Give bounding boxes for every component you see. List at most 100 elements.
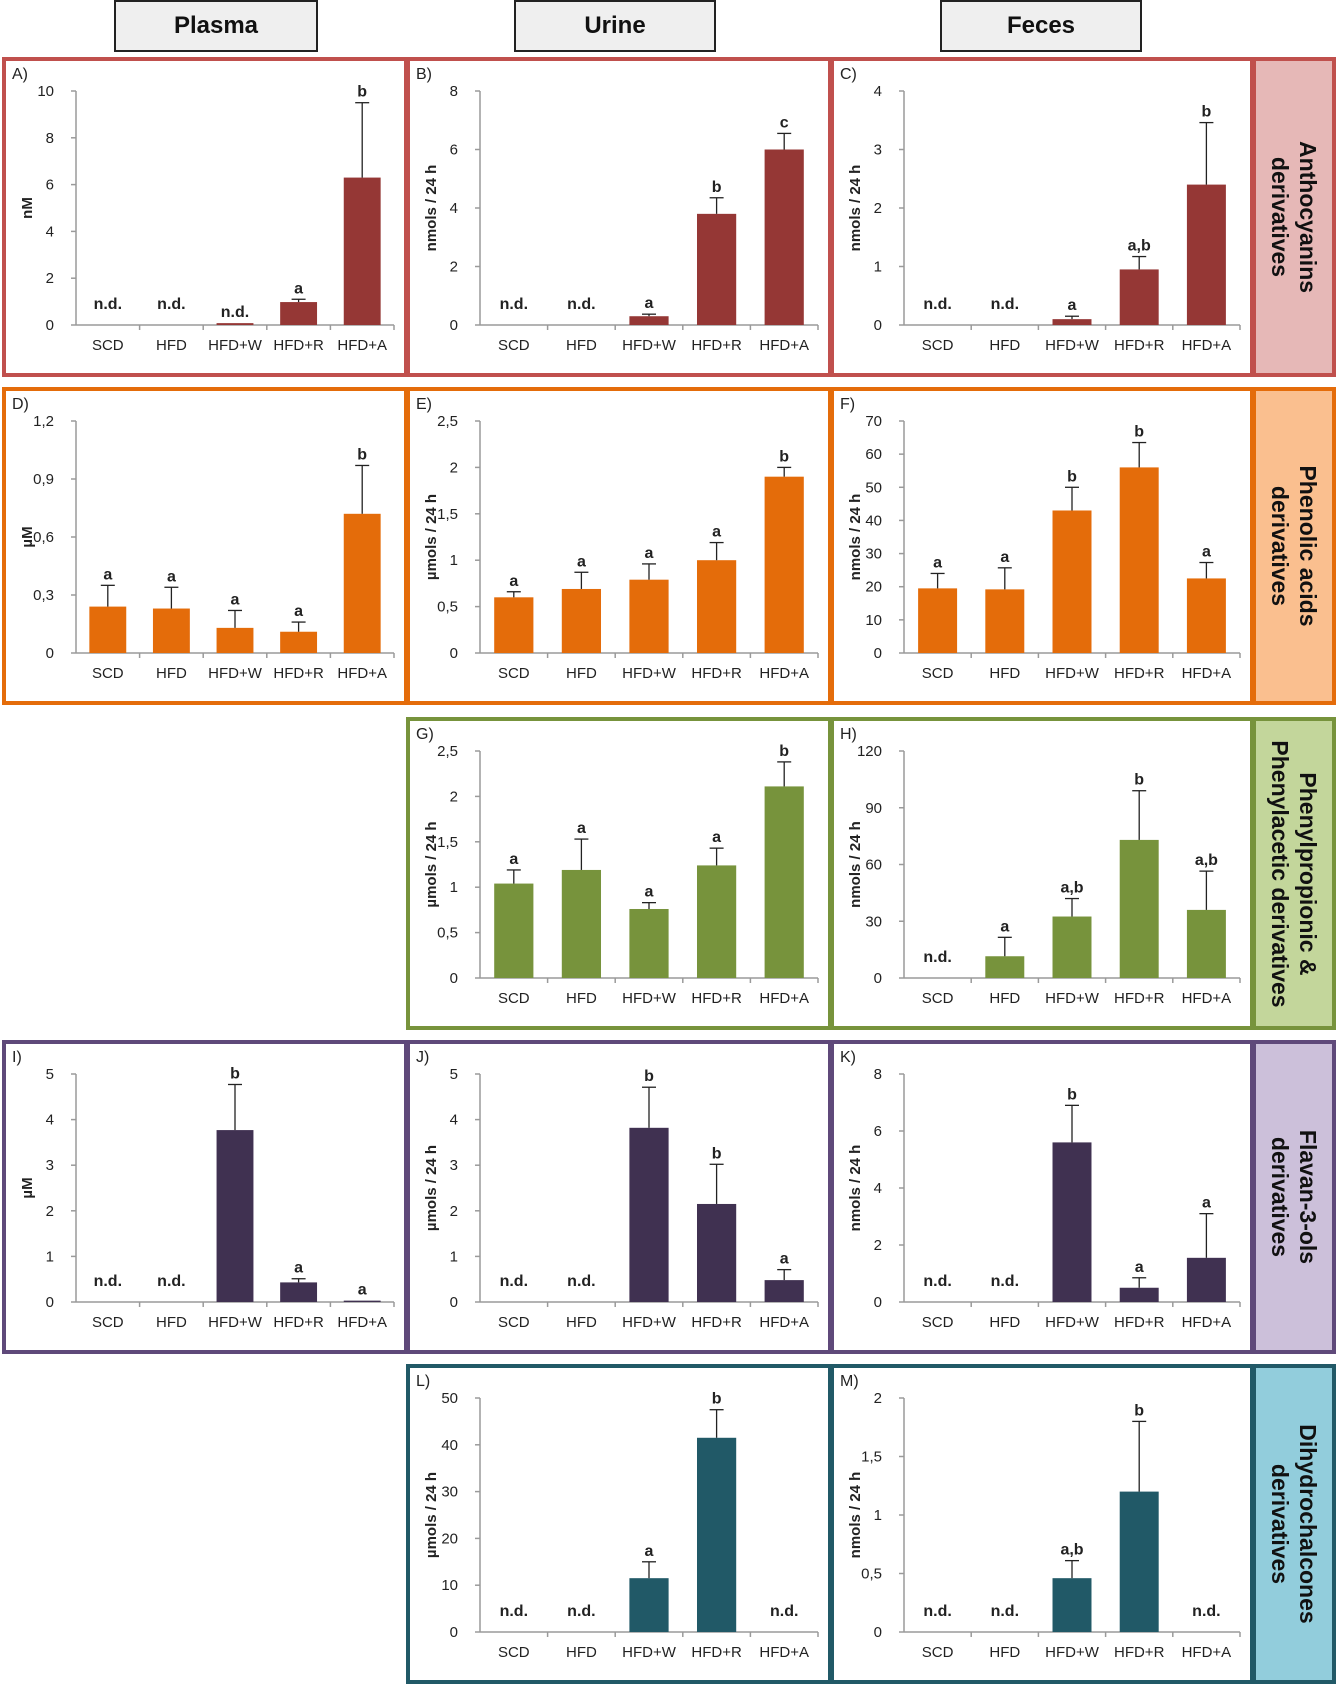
y-tick-label: 40 bbox=[441, 1437, 458, 1454]
x-tick-label: SCD bbox=[922, 665, 954, 682]
y-tick-label: 60 bbox=[865, 857, 882, 874]
significance-label: n.d. bbox=[500, 296, 528, 313]
y-axis-title: nmols / 24 h bbox=[847, 1145, 864, 1232]
x-tick-label: SCD bbox=[498, 1644, 530, 1661]
significance-label: n.d. bbox=[567, 296, 595, 313]
bar bbox=[1119, 839, 1159, 978]
x-tick-label: HFD+W bbox=[622, 1644, 677, 1661]
x-tick-label: SCD bbox=[498, 1314, 530, 1331]
significance-label: a bbox=[167, 568, 176, 585]
y-tick-label: 0 bbox=[450, 645, 458, 662]
y-tick-label: 0,5 bbox=[437, 599, 458, 616]
y-tick-label: 4 bbox=[46, 223, 54, 240]
row-label-line: derivatives bbox=[1267, 1463, 1293, 1585]
chart-i: I) 0 1 2 3 4 5 µM SCD n.d. HFD n.d. HFD+W b HFD+R a HFD+… bbox=[12, 1049, 395, 1331]
panel-label: K) bbox=[840, 1049, 856, 1066]
x-tick-label: HFD+A bbox=[1182, 665, 1232, 682]
x-tick-label: HFD+A bbox=[759, 1314, 809, 1331]
y-tick-label: 0 bbox=[450, 1294, 458, 1311]
bar bbox=[696, 1437, 737, 1632]
x-tick-label: HFD+R bbox=[1114, 1644, 1165, 1661]
y-tick-label: 1 bbox=[450, 552, 458, 569]
significance-label: a,b bbox=[1060, 880, 1083, 897]
significance-label: b bbox=[712, 1391, 722, 1408]
row-label-phenylpropionic: Phenylpropionic & Phenylacetic derivative… bbox=[1252, 717, 1336, 1030]
significance-label: n.d. bbox=[157, 1273, 185, 1290]
significance-label: a bbox=[294, 1260, 303, 1277]
x-tick-label: HFD bbox=[156, 337, 187, 354]
y-tick-label: 50 bbox=[441, 1390, 458, 1407]
x-tick-label: HFD+A bbox=[759, 1644, 809, 1661]
chart-e: E) 0 0,5 1 1,5 2 2,5 µmols / 24 h SCD a HFD a HFD+W a… bbox=[416, 396, 819, 682]
panel-c-feces-anthocyanins: C) 0 1 2 3 4 nmols / 24 h SCD n.d. HFD n.d. HFD+W a H… bbox=[830, 57, 1254, 377]
significance-label: a bbox=[1000, 549, 1009, 566]
column-header-plasma: Plasma bbox=[114, 0, 318, 52]
bar bbox=[1186, 909, 1226, 978]
y-axis-title: µmols / 24 h bbox=[423, 1145, 440, 1231]
x-tick-label: HFD bbox=[566, 1644, 597, 1661]
y-tick-label: 0 bbox=[46, 1294, 54, 1311]
bar bbox=[629, 316, 669, 325]
significance-label: b bbox=[1202, 104, 1212, 121]
x-tick-label: HFD+A bbox=[337, 665, 387, 682]
y-tick-label: 5 bbox=[450, 1066, 458, 1083]
x-tick-label: HFD+A bbox=[337, 337, 387, 354]
y-tick-label: 1 bbox=[46, 1248, 54, 1265]
significance-label: a,b bbox=[1195, 852, 1218, 869]
y-tick-label: 2,5 bbox=[437, 743, 458, 760]
panel-d-plasma-phenolic-acids: D) 0 0,3 0,6 0,9 1,2 µM SCD a HFD a HFD+W a HFD+R a HFD… bbox=[2, 387, 408, 705]
chart-f: F) 0 10 20 30 40 50 60 70 nmols / 24 h SCD a HFD a HFD… bbox=[840, 396, 1241, 682]
y-tick-label: 20 bbox=[441, 1530, 458, 1547]
panel-h-feces-phenylpropionic: H) 0 30 60 90 120 nmols / 24 h SCD n.d. HFD a HFD+W… bbox=[830, 717, 1254, 1030]
bar bbox=[561, 588, 602, 653]
x-tick-label: SCD bbox=[922, 990, 954, 1007]
panel-g-urine-phenylpropionic: G) 0 0,5 1 1,5 2 2,5 µmols / 24 h SCD a HFD a HFD+W a… bbox=[406, 717, 832, 1030]
y-tick-label: 6 bbox=[874, 1123, 882, 1140]
y-tick-label: 0 bbox=[46, 317, 54, 334]
bar bbox=[494, 883, 534, 978]
x-tick-label: HFD+R bbox=[273, 337, 324, 354]
column-header-urine: Urine bbox=[514, 0, 716, 52]
y-tick-label: 2,5 bbox=[437, 413, 458, 430]
bar bbox=[764, 1280, 804, 1302]
x-tick-label: HFD+W bbox=[622, 990, 677, 1007]
y-tick-label: 0 bbox=[874, 1294, 882, 1311]
bar bbox=[1119, 1491, 1159, 1632]
chart-k: K) 0 2 4 6 8 nmols / 24 h SCD n.d. HFD n.d. HFD+W b H… bbox=[840, 1049, 1241, 1331]
x-tick-label: SCD bbox=[922, 1644, 954, 1661]
significance-label: a bbox=[645, 884, 654, 901]
y-tick-label: 2 bbox=[874, 1390, 882, 1407]
y-tick-label: 1,2 bbox=[33, 413, 54, 430]
y-tick-label: 1,5 bbox=[437, 834, 458, 851]
y-axis-title: nmols / 24 h bbox=[847, 1472, 864, 1559]
bar bbox=[1052, 916, 1092, 978]
bar bbox=[696, 213, 737, 325]
y-tick-label: 40 bbox=[865, 512, 882, 529]
panel-j-urine-flavan-3-ols: J) 0 1 2 3 4 5 µmols / 24 h SCD n.d. HFD n.d. HFD+W b… bbox=[406, 1040, 832, 1354]
x-tick-label: HFD+R bbox=[273, 1314, 324, 1331]
x-tick-label: HFD bbox=[566, 665, 597, 682]
x-tick-label: HFD+R bbox=[1114, 665, 1165, 682]
y-axis-title: µM bbox=[19, 526, 36, 547]
y-axis-title: nmols / 24 h bbox=[847, 494, 864, 581]
row-label-flavan-3-ols: Flavan-3-ols derivatives bbox=[1252, 1040, 1336, 1354]
significance-label: a bbox=[712, 829, 721, 846]
significance-label: a bbox=[1202, 1195, 1211, 1212]
y-axis-title: µmols / 24 h bbox=[423, 1472, 440, 1558]
panel-label: E) bbox=[416, 396, 432, 413]
bar bbox=[1119, 1287, 1159, 1302]
x-tick-label: HFD+A bbox=[337, 1314, 387, 1331]
bar bbox=[764, 786, 804, 978]
bar bbox=[494, 597, 534, 653]
x-tick-label: HFD+A bbox=[1182, 337, 1232, 354]
significance-label: n.d. bbox=[923, 296, 951, 313]
significance-label: a bbox=[577, 553, 586, 570]
y-tick-label: 30 bbox=[865, 546, 882, 563]
bar bbox=[696, 560, 737, 653]
significance-label: b bbox=[1067, 468, 1077, 485]
row-label-line: derivatives bbox=[1267, 485, 1293, 607]
panel-l-urine-dihydrochalcones: L) 0 10 20 30 40 50 µmols / 24 h SCD n.d. HFD n.d. H… bbox=[406, 1364, 832, 1684]
bar bbox=[343, 513, 381, 653]
y-tick-label: 6 bbox=[450, 142, 458, 159]
significance-label: a bbox=[645, 545, 654, 562]
